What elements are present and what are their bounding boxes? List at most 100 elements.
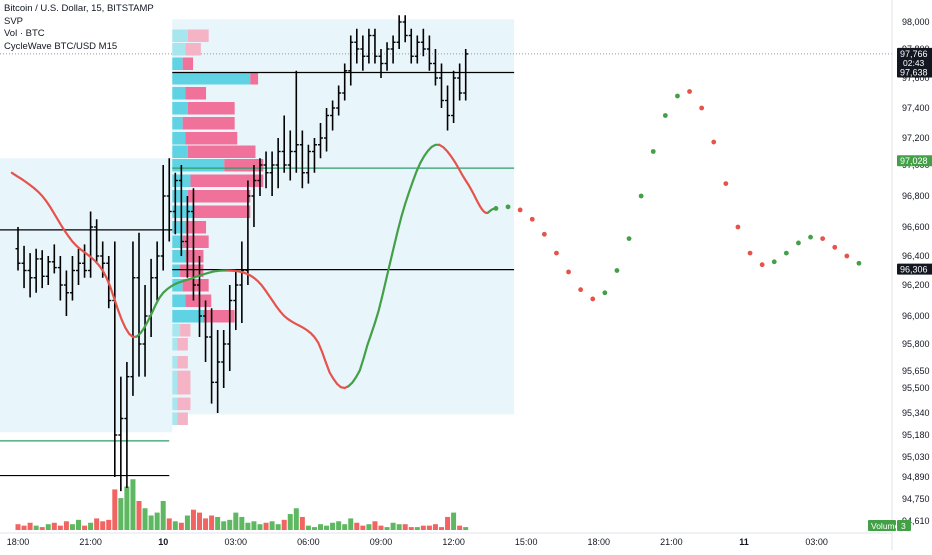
ohlc-bar — [166, 158, 172, 242]
svp-buy-bar — [172, 279, 183, 292]
price-tick-label: 97,400 — [902, 103, 930, 113]
svp-buy-bar — [172, 324, 181, 337]
svp-buy-bar — [172, 370, 178, 384]
svp-sell-bar — [187, 29, 209, 42]
volume-bar — [136, 501, 142, 530]
time-tick-label: 03:00 — [805, 537, 828, 547]
cyclewave-forecast — [493, 89, 862, 302]
volume-indicator-label[interactable]: Vol · BTC — [4, 28, 45, 39]
svp-buy-bar — [172, 102, 188, 115]
volume-tag-label-bg — [868, 520, 896, 531]
forecast-dot — [626, 236, 632, 242]
forecast-dot — [529, 216, 535, 222]
svp-buy-bar — [172, 338, 178, 351]
volume-bar — [106, 519, 112, 530]
svp-buy-bar — [172, 190, 188, 203]
ohlc-bar — [360, 35, 366, 71]
forecast-dot — [735, 224, 741, 230]
time-tick-label: 18:00 — [588, 537, 611, 547]
volume-bar — [160, 501, 166, 530]
volume-bar — [51, 522, 57, 530]
forecast-dot — [638, 193, 644, 199]
price-tag-value: 96,306 — [900, 265, 928, 275]
volume-bar — [281, 519, 287, 530]
svp-indicator-label[interactable]: SVP — [4, 15, 24, 27]
volume-tag-value: 3 — [901, 521, 906, 531]
svp-sell-bar — [177, 356, 188, 369]
price-tag-bg — [897, 155, 932, 167]
volume-bar — [184, 515, 190, 530]
volume-bar — [39, 527, 45, 530]
forecast-dot — [650, 149, 656, 154]
volume-bar — [94, 518, 100, 530]
price-tick-label: 95,650 — [902, 366, 930, 376]
svp-buy-bar — [172, 382, 178, 395]
price-axis: 98,00097,80097,60097,40097,20097,00096,8… — [868, 0, 932, 550]
time-tick-label: 12:00 — [442, 537, 465, 547]
ohlc-bar — [184, 196, 190, 278]
forecast-dot — [723, 181, 729, 187]
range-shading-left — [0, 158, 173, 433]
price-tick-label: 96,000 — [902, 311, 930, 321]
price-tag-countdown: 02:43 — [903, 58, 925, 68]
ohlc-bar — [118, 376, 124, 492]
forecast-dot — [566, 269, 571, 275]
ohlc-bar — [366, 28, 372, 64]
svp-sell-bar — [177, 412, 188, 425]
volume-bar — [372, 521, 378, 530]
ohlc-bar — [172, 172, 178, 235]
cyclewave-falling-segment — [10, 171, 138, 339]
forecast-dot — [771, 259, 777, 265]
svp-sell-bar — [177, 397, 191, 411]
volume-bar — [414, 527, 420, 530]
svp-buy-bar — [172, 145, 188, 158]
svp-sell-bar — [180, 264, 204, 277]
ohlc-bar — [324, 108, 330, 152]
cyclewave-indicator-label[interactable]: CycleWave BTC/USD M15 — [4, 40, 118, 52]
price-tick-label: 95,800 — [902, 339, 930, 349]
cyclewave-falling-segment — [438, 143, 490, 215]
volume-bar — [366, 524, 372, 530]
ohlc-bar — [390, 35, 396, 64]
ohlc-bar — [142, 285, 148, 377]
ohlc-bar — [63, 270, 69, 316]
volume-bar — [221, 521, 227, 530]
ohlc-bar — [51, 244, 57, 274]
volume-bar — [451, 512, 457, 530]
ohlc-bar — [136, 232, 142, 377]
forecast-dot — [783, 250, 789, 256]
ohlc-bar — [336, 85, 342, 116]
ohlc-bar — [287, 130, 293, 181]
ohlc-bar — [221, 330, 227, 388]
price-tick-label: 94,890 — [902, 472, 930, 482]
ohlc-bar — [372, 28, 378, 64]
svp-buy-bar — [172, 397, 178, 411]
volume-bar — [330, 522, 336, 530]
ohlc-bar — [21, 245, 27, 289]
volume-bar — [100, 521, 106, 530]
volume-bar — [269, 521, 275, 530]
ohlc-bar — [402, 15, 408, 43]
ohlc-bar — [451, 70, 457, 123]
volume-bar — [426, 525, 432, 530]
volume-bar — [33, 525, 39, 530]
cyclewave-rising-segment — [347, 143, 441, 388]
volume-bar — [154, 512, 160, 530]
ohlc-bar — [396, 15, 402, 49]
svp-buy-bar — [172, 43, 186, 56]
svp-sell-bar — [190, 174, 264, 187]
price-tag-bg — [897, 66, 932, 78]
ohlc-bar — [293, 70, 299, 173]
ohlc-bar — [227, 285, 233, 371]
svp-sell-bar — [185, 43, 201, 56]
volume-bar — [390, 522, 396, 530]
volume-bar — [209, 515, 215, 530]
symbol-title[interactable]: Bitcoin / U.S. Dollar, 15, BITSTAMP — [4, 3, 154, 14]
ohlc-bar — [318, 123, 323, 159]
cyclewave-rising-segment — [135, 269, 229, 338]
volume-bar — [439, 527, 444, 530]
price-tick-label: 96,800 — [902, 191, 930, 201]
